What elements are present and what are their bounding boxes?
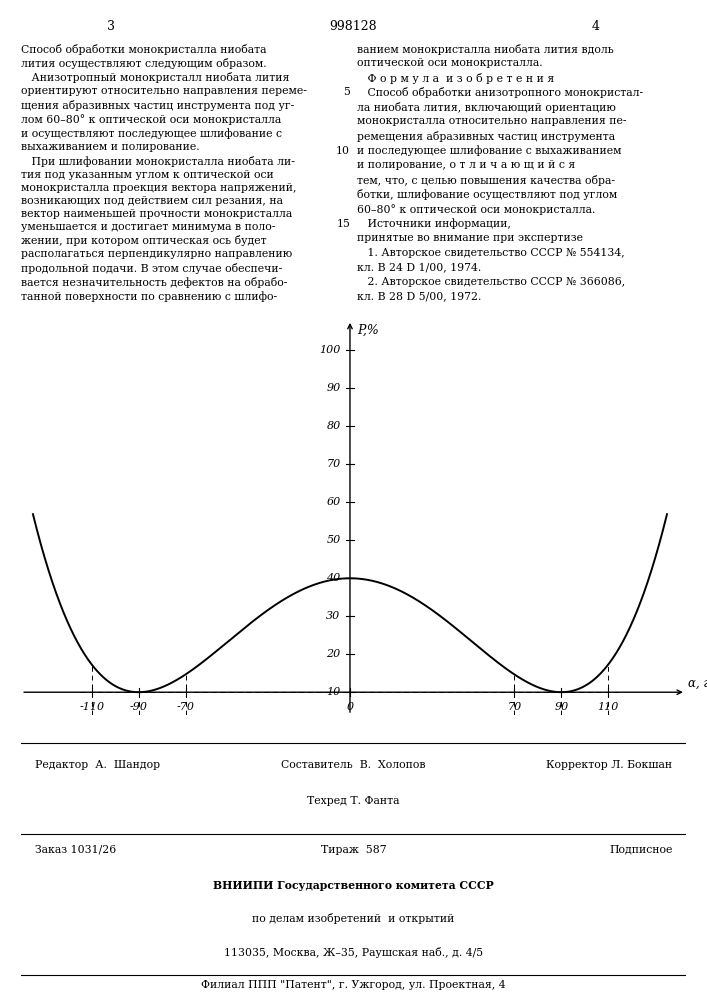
Text: Подписное: Подписное — [609, 845, 672, 855]
Text: и полирование, о т л и ч а ю щ и й с я: и полирование, о т л и ч а ю щ и й с я — [357, 160, 575, 170]
Text: кл. B 28 D 5/00, 1972.: кл. B 28 D 5/00, 1972. — [357, 291, 481, 301]
Text: Техред Т. Фанта: Техред Т. Фанта — [308, 796, 399, 806]
Text: 113035, Москва, Ж–35, Раушская наб., д. 4/5: 113035, Москва, Ж–35, Раушская наб., д. … — [224, 947, 483, 958]
Text: 70: 70 — [507, 702, 522, 712]
Text: ла ниобата лития, включающий ориентацию: ла ниобата лития, включающий ориентацию — [357, 102, 616, 113]
Text: 60–80° к оптической оси монокристалла.: 60–80° к оптической оси монокристалла. — [357, 204, 595, 215]
Text: 10: 10 — [327, 687, 341, 697]
Text: Редактор  А.  Шандор: Редактор А. Шандор — [35, 760, 160, 770]
Text: 15: 15 — [337, 219, 350, 229]
Text: 0: 0 — [346, 702, 354, 712]
Text: Способ обработки монокристалла ниобата
лития осуществляют следующим образом.
   : Способ обработки монокристалла ниобата л… — [21, 44, 307, 302]
Text: 30: 30 — [327, 611, 341, 621]
Text: Источники информации,: Источники информации, — [357, 219, 511, 229]
Text: Ф о р м у л а  и з о б р е т е н и я: Ф о р м у л а и з о б р е т е н и я — [357, 73, 554, 84]
Text: 70: 70 — [327, 459, 341, 469]
Text: 100: 100 — [319, 345, 341, 355]
Text: тем, что, с целью повышения качества обра-: тем, что, с целью повышения качества обр… — [357, 175, 615, 186]
Text: 1. Авторское свидетельство СССР № 554134,: 1. Авторское свидетельство СССР № 554134… — [357, 248, 624, 258]
Text: Корректор Л. Бокшан: Корректор Л. Бокшан — [547, 760, 672, 770]
Text: -70: -70 — [177, 702, 194, 712]
Text: 5: 5 — [344, 87, 350, 97]
Text: Тираж  587: Тираж 587 — [321, 845, 386, 855]
Text: 2. Авторское свидетельство СССР № 366086,: 2. Авторское свидетельство СССР № 366086… — [357, 277, 625, 287]
Text: оптической оси монокристалла.: оптической оси монокристалла. — [357, 58, 542, 68]
Text: Заказ 1031/26: Заказ 1031/26 — [35, 845, 116, 855]
Text: -90: -90 — [129, 702, 148, 712]
Text: P,%: P,% — [357, 324, 379, 337]
Text: ванием монокристалла ниобата лития вдоль: ванием монокристалла ниобата лития вдоль — [357, 44, 614, 55]
Text: 60: 60 — [327, 497, 341, 507]
Text: α, град: α, град — [688, 677, 707, 690]
Text: и последующее шлифование с выхаживанием: и последующее шлифование с выхаживанием — [357, 146, 621, 156]
Text: по делам изобретений  и открытий: по делам изобретений и открытий — [252, 914, 455, 924]
Text: 20: 20 — [327, 649, 341, 659]
Text: Составитель  В.  Холопов: Составитель В. Холопов — [281, 760, 426, 770]
Text: 80: 80 — [327, 421, 341, 431]
Text: 90: 90 — [554, 702, 568, 712]
Text: ВНИИПИ Государственного комитета СССР: ВНИИПИ Государственного комитета СССР — [213, 880, 494, 891]
Text: 50: 50 — [327, 535, 341, 545]
Text: принятые во внимание при экспертизе: принятые во внимание при экспертизе — [357, 233, 583, 243]
Text: ботки, шлифование осуществляют под углом: ботки, шлифование осуществляют под углом — [357, 189, 617, 200]
Text: 40: 40 — [327, 573, 341, 583]
Text: 4: 4 — [592, 20, 600, 33]
Text: 10: 10 — [336, 146, 350, 156]
Text: ремещения абразивных частиц инструмента: ремещения абразивных частиц инструмента — [357, 131, 615, 142]
Text: кл. B 24 D 1/00, 1974.: кл. B 24 D 1/00, 1974. — [357, 262, 481, 272]
Text: -110: -110 — [79, 702, 104, 712]
Text: 3: 3 — [107, 20, 115, 33]
Text: монокристалла относительно направления пе-: монокристалла относительно направления п… — [357, 116, 626, 126]
Text: Способ обработки анизотропного монокристал-: Способ обработки анизотропного монокрист… — [357, 87, 643, 98]
Text: 110: 110 — [597, 702, 619, 712]
Text: 90: 90 — [327, 383, 341, 393]
Text: 998128: 998128 — [329, 20, 378, 33]
Text: Филиал ППП "Патент", г. Ужгород, ул. Проектная, 4: Филиал ППП "Патент", г. Ужгород, ул. Про… — [201, 980, 506, 990]
